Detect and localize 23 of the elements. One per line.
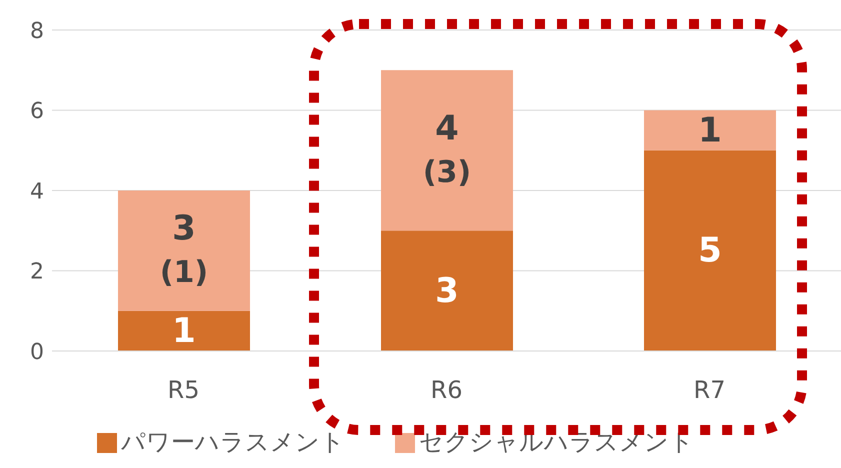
y-tick-label: 8	[30, 18, 44, 44]
x-tick-label: R5	[168, 376, 200, 404]
bar	[381, 230, 513, 351]
bar	[644, 150, 776, 351]
data-label: 1	[172, 310, 196, 351]
bar	[118, 310, 250, 351]
data-label: 3	[172, 208, 196, 249]
bar	[644, 110, 776, 150]
data-label: 3	[435, 270, 459, 311]
y-tick-label: 6	[30, 99, 44, 124]
bar	[118, 190, 250, 311]
y-tick-label: 2	[30, 260, 44, 285]
data-label: 4	[435, 108, 459, 148]
y-tick-label: 0	[30, 340, 44, 365]
legend-label: パワーハラスメント	[121, 428, 345, 456]
annotation: (1)	[160, 255, 208, 290]
data-label: 5	[698, 230, 722, 271]
x-tick-label: R7	[694, 376, 726, 404]
x-tick-label: R6	[430, 376, 462, 404]
y-tick-label: 4	[30, 179, 44, 204]
annotation: (3)	[422, 154, 472, 190]
bar	[381, 70, 513, 231]
data-label: 1	[698, 110, 722, 150]
